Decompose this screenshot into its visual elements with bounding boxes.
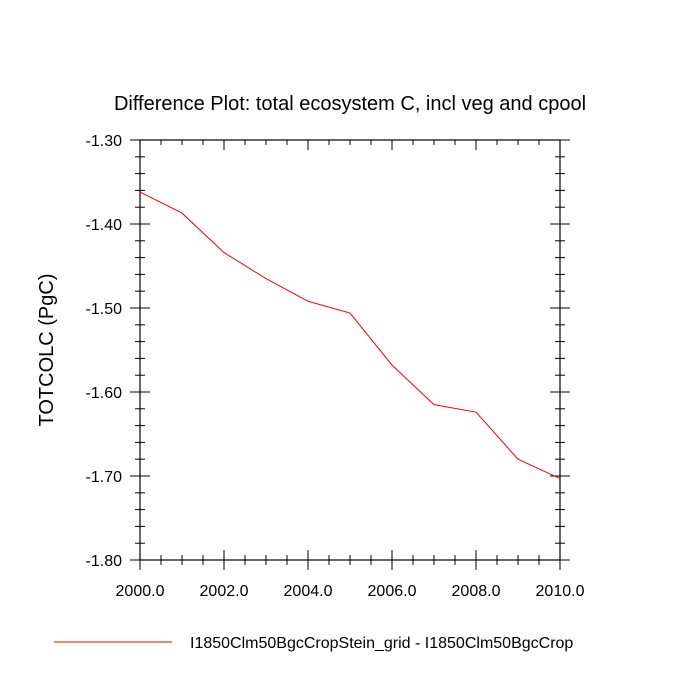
series-line xyxy=(139,191,561,479)
y-tick-label: -1.70 xyxy=(86,469,123,486)
x-tick-label: 2010.0 xyxy=(536,583,585,600)
x-tick-label: 2006.0 xyxy=(368,583,417,600)
tick-labels: 2000.0 2002.0 2004.0 2006.0 2008.0 2010.0 -1.3… xyxy=(86,133,585,600)
y-tick-label: -1.50 xyxy=(86,301,123,318)
axis-ticks xyxy=(130,139,570,570)
x-tick-label: 2000.0 xyxy=(116,583,165,600)
y-tick-label: -1.80 xyxy=(86,553,123,570)
x-tick-label: 2002.0 xyxy=(200,583,249,600)
legend-label: I1850Clm50BgcCropStein_grid - I1850Clm50… xyxy=(190,635,573,652)
x-tick-label: 2008.0 xyxy=(452,583,501,600)
series-lines xyxy=(139,191,561,479)
y-tick-label: -1.60 xyxy=(86,385,123,402)
y-tick-label: -1.30 xyxy=(86,133,123,150)
y-tick-label: -1.40 xyxy=(86,217,123,234)
plot-area: 2000.0 2002.0 2004.0 2006.0 2008.0 2010.0 -1.3… xyxy=(86,133,585,600)
plot-frame xyxy=(139,139,561,561)
legend: I1850Clm50BgcCropStein_grid - I1850Clm50… xyxy=(54,635,573,652)
y-axis-label: TOTCOLC (PgC) xyxy=(36,274,58,427)
x-tick-label: 2004.0 xyxy=(284,583,333,600)
chart-title: Difference Plot: total ecosystem C, incl… xyxy=(114,93,586,115)
